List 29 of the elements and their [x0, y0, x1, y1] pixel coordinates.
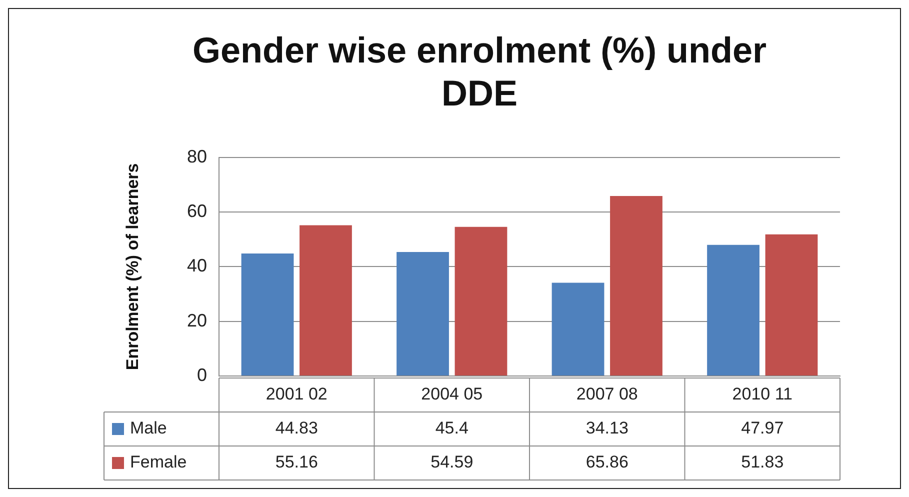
bar	[454, 226, 508, 376]
bar	[707, 244, 760, 376]
x-tick-label: 2001 02	[266, 384, 328, 404]
y-tick-label: 40	[186, 256, 207, 276]
bar	[765, 234, 818, 376]
y-tick-label: 80	[186, 146, 207, 166]
bar	[396, 252, 449, 376]
legend-label: Female	[130, 452, 187, 472]
y-tick-label: 60	[186, 201, 207, 222]
bar	[241, 254, 294, 376]
data-label: 45.4	[435, 418, 468, 438]
data-label: 47.97	[741, 418, 784, 438]
x-tick-label: 2010 11	[732, 384, 792, 404]
y-tick-label: 0	[196, 364, 207, 385]
x-tick-label: 2007 08	[576, 384, 638, 404]
x-tick-label: 2004 05	[421, 384, 483, 404]
chart-title: Gender wise enrolment (%) under DDE	[192, 30, 767, 114]
legend-label: Male	[130, 418, 167, 438]
data-label: 44.83	[275, 418, 318, 438]
bar	[610, 196, 662, 376]
bar	[552, 282, 604, 376]
data-label: 65.86	[586, 452, 628, 472]
y-tick-label: 20	[186, 310, 207, 330]
y-axis-title: Enrolment (%) of learners	[122, 163, 142, 370]
data-label: 54.59	[430, 452, 474, 472]
data-label: 34.13	[586, 418, 628, 438]
data-label: 51.83	[741, 452, 784, 472]
bar	[300, 225, 352, 376]
data-label: 55.16	[275, 452, 318, 472]
